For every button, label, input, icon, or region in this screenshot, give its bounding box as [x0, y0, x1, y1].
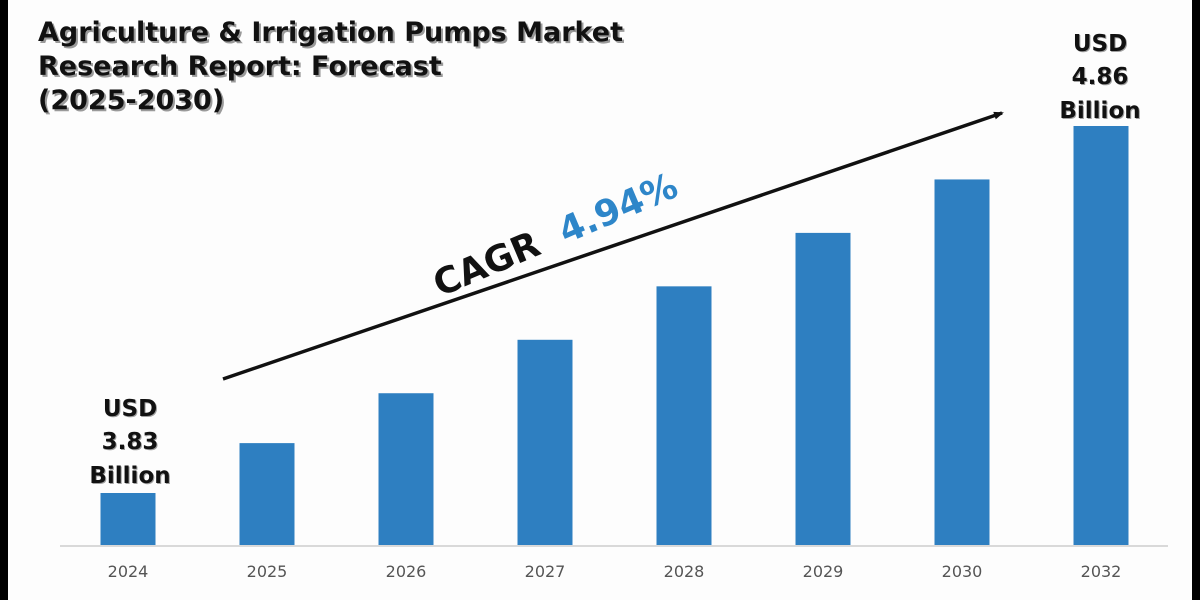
start-label-line-1: USD	[103, 396, 157, 422]
x-tick-label-2029: 2029	[803, 562, 844, 581]
bar-2024	[100, 493, 156, 545]
end-label-line-1-shadow: USD	[1074, 32, 1128, 58]
title-line-3: (2025-2030)	[38, 85, 224, 116]
title-line-1-shadow: Agriculture & Irrigation Pumps Market	[40, 19, 625, 50]
chart-title: Agriculture & Irrigation Pumps Market Ag…	[38, 17, 625, 118]
x-tick-label-2030: 2030	[942, 562, 983, 581]
x-tick-label-2027: 2027	[525, 562, 566, 581]
end-label-line-3: Billion	[1059, 98, 1140, 124]
start-value-label: USD USD 3.83 3.83 Billion Billion	[89, 396, 171, 490]
chart-canvas	[8, 0, 1192, 600]
end-label-line-2: 4.86	[1072, 64, 1129, 90]
x-tick-label-2024: 2024	[108, 562, 149, 581]
bar-2030	[934, 179, 990, 546]
title-line-1: Agriculture & Irrigation Pumps Market	[38, 17, 623, 48]
cagr-value: 4.94%	[553, 166, 684, 253]
bar-2032	[1073, 126, 1129, 545]
start-label-line-1-shadow: USD	[104, 397, 158, 423]
bar-2029	[795, 232, 851, 546]
x-tick-label-2028: 2028	[664, 562, 705, 581]
end-label-line-1: USD	[1073, 31, 1127, 57]
bars-group	[100, 126, 1129, 546]
start-label-line-2-shadow: 3.83	[103, 430, 160, 456]
x-tick-label-2025: 2025	[247, 562, 288, 581]
title-line-3-shadow: (2025-2030)	[40, 87, 226, 118]
cagr-label: CAGR	[427, 224, 546, 305]
bar-2027	[517, 339, 573, 545]
title-line-2: Research Report: Forecast	[38, 51, 442, 82]
growth-arrow	[222, 111, 1004, 381]
start-label-line-3-shadow: Billion	[90, 464, 171, 490]
bar-2025	[239, 443, 295, 545]
x-tick-labels: 2024 2025 2026 2027 2028 2029 2030 2032	[108, 562, 1122, 581]
start-label-line-3: Billion	[89, 463, 170, 489]
bar-2028	[656, 286, 712, 545]
x-tick-label-2026: 2026	[386, 562, 427, 581]
end-value-label: USD USD 4.86 4.86 Billion Billion	[1059, 31, 1141, 125]
title-line-2-shadow: Research Report: Forecast	[40, 53, 444, 84]
x-tick-label-2032: 2032	[1081, 562, 1122, 581]
start-label-line-2: 3.83	[102, 429, 159, 455]
end-label-line-2-shadow: 4.86	[1073, 65, 1130, 91]
bar-2026	[378, 393, 434, 545]
end-label-line-3-shadow: Billion	[1060, 99, 1141, 125]
